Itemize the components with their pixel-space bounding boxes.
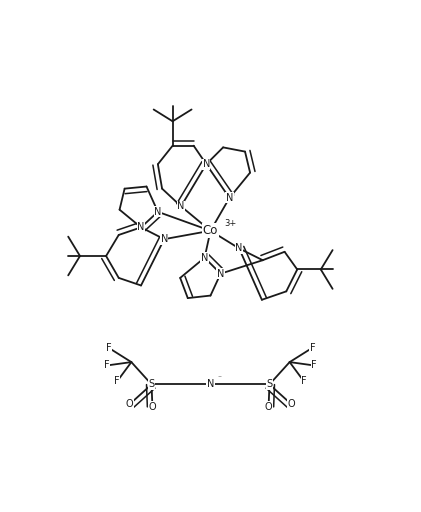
Text: S: S xyxy=(149,379,155,390)
Text: 3+: 3+ xyxy=(224,219,237,228)
Text: ⁻: ⁻ xyxy=(218,373,222,382)
Text: F: F xyxy=(301,376,307,387)
Text: N: N xyxy=(201,253,208,263)
Text: F: F xyxy=(114,376,120,387)
Text: N: N xyxy=(235,243,243,253)
Text: N: N xyxy=(203,159,210,169)
Text: O: O xyxy=(126,399,133,409)
Text: N: N xyxy=(217,269,224,279)
Text: N: N xyxy=(154,207,162,217)
Text: Co: Co xyxy=(203,224,218,237)
Text: S: S xyxy=(266,379,272,390)
Text: O: O xyxy=(265,402,272,412)
Text: N: N xyxy=(177,201,185,211)
Text: N: N xyxy=(160,234,168,244)
Text: O: O xyxy=(149,402,156,412)
Text: N: N xyxy=(137,222,145,232)
Text: F: F xyxy=(104,360,110,371)
Text: F: F xyxy=(106,343,112,353)
Text: F: F xyxy=(311,360,317,371)
Text: O: O xyxy=(288,399,295,409)
Text: F: F xyxy=(309,343,315,353)
Text: N: N xyxy=(226,193,233,203)
Text: N: N xyxy=(207,379,214,390)
